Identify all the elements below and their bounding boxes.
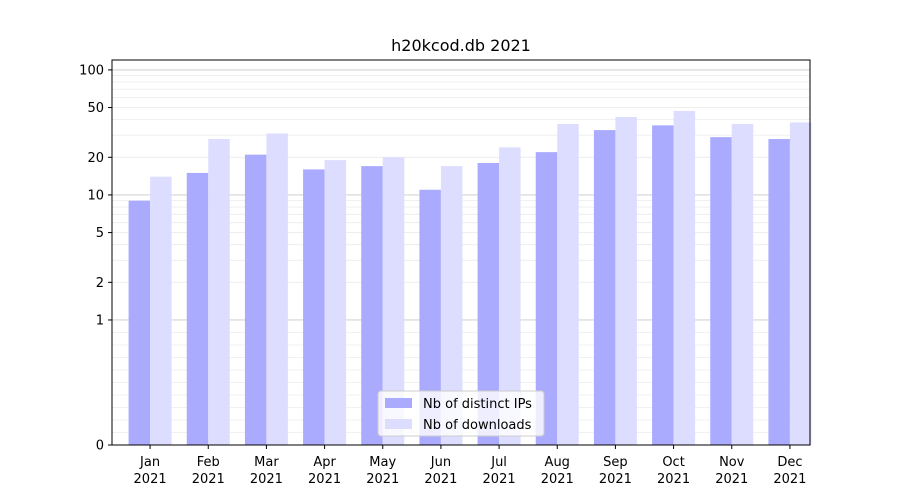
x-tick-label-month: Jan bbox=[139, 455, 160, 470]
x-tick-label-year: 2021 bbox=[424, 472, 457, 487]
x-tick-label-month: Feb bbox=[197, 455, 220, 470]
x-tick-label-year: 2021 bbox=[366, 472, 399, 487]
x-tick-label-year: 2021 bbox=[134, 472, 167, 487]
bar-ips bbox=[477, 163, 500, 445]
x-tick-label-year: 2021 bbox=[541, 472, 574, 487]
bar-downloads bbox=[208, 139, 230, 445]
y-tick-label: 20 bbox=[87, 151, 104, 166]
bar-downloads bbox=[440, 166, 463, 445]
y-tick-label: 1 bbox=[96, 313, 104, 328]
x-tick-label-month: Nov bbox=[719, 455, 745, 470]
x-tick-label-year: 2021 bbox=[250, 472, 283, 487]
bar-ips bbox=[419, 189, 441, 445]
bar-ips bbox=[710, 137, 732, 445]
bar-ips bbox=[652, 125, 674, 445]
y-tick-label: 50 bbox=[87, 101, 104, 116]
legend-label: Nb of distinct IPs bbox=[423, 397, 532, 412]
bar-ips bbox=[244, 154, 267, 446]
bar-downloads bbox=[673, 110, 696, 445]
bar-downloads bbox=[499, 147, 521, 446]
bar-ips bbox=[535, 152, 558, 445]
bar-downloads bbox=[382, 157, 405, 445]
bar-ips bbox=[593, 130, 616, 445]
x-tick-label-year: 2021 bbox=[773, 472, 806, 487]
x-tick-label-month: Oct bbox=[662, 455, 684, 470]
y-tick-label: 0 bbox=[96, 439, 104, 454]
x-tick-label-month: Jul bbox=[490, 455, 507, 470]
y-tick-label: 5 bbox=[96, 226, 104, 241]
x-tick-label-year: 2021 bbox=[308, 472, 341, 487]
chart-title: h20kcod.db 2021 bbox=[391, 36, 531, 55]
x-tick-label-year: 2021 bbox=[192, 472, 225, 487]
bar-ips bbox=[768, 139, 790, 445]
x-tick-label-month: Jun bbox=[430, 455, 451, 470]
x-tick-label-month: Dec bbox=[777, 455, 802, 470]
x-axis: Jan 2021 Feb 2021 Mar 2021 Apr 2021 May 2021 Jun 20… bbox=[134, 445, 806, 487]
bar-downloads bbox=[615, 117, 637, 445]
x-tick-label-year: 2021 bbox=[599, 472, 632, 487]
x-tick-label-year: 2021 bbox=[657, 472, 690, 487]
x-tick-label-month: Apr bbox=[313, 455, 336, 470]
legend-label: Nb of downloads bbox=[423, 418, 532, 433]
legend-frame bbox=[377, 390, 545, 437]
legend-swatch bbox=[385, 398, 412, 408]
x-tick-label-month: May bbox=[369, 455, 396, 470]
bar-ips bbox=[128, 200, 151, 445]
x-tick-label-month: Mar bbox=[254, 455, 279, 470]
bar-downloads bbox=[266, 133, 288, 445]
bar-downloads bbox=[557, 123, 579, 445]
bar-downloads bbox=[324, 160, 347, 445]
bar-downloads bbox=[150, 176, 172, 445]
y-tick-label: 10 bbox=[87, 188, 104, 203]
x-tick-label-year: 2021 bbox=[483, 472, 516, 487]
bar-ips bbox=[186, 172, 209, 445]
plot-frame bbox=[111, 59, 811, 446]
x-tick-label-month: Sep bbox=[603, 455, 628, 470]
bar-downloads bbox=[731, 123, 754, 445]
legend-swatch bbox=[385, 419, 412, 429]
y-tick-label: 100 bbox=[79, 63, 104, 78]
legend: Nb of distinct IPs Nb of downloads bbox=[377, 390, 545, 437]
y-tick-label: 2 bbox=[96, 276, 104, 291]
bars bbox=[128, 110, 812, 446]
x-tick-label-month: Aug bbox=[545, 455, 570, 470]
bar-ips bbox=[303, 169, 325, 445]
bar-ips bbox=[361, 166, 383, 445]
bar-downloads bbox=[789, 122, 812, 445]
x-tick-label-year: 2021 bbox=[715, 472, 748, 487]
y-axis: 0 1 2 5 10 20 50 100 bbox=[79, 63, 112, 454]
